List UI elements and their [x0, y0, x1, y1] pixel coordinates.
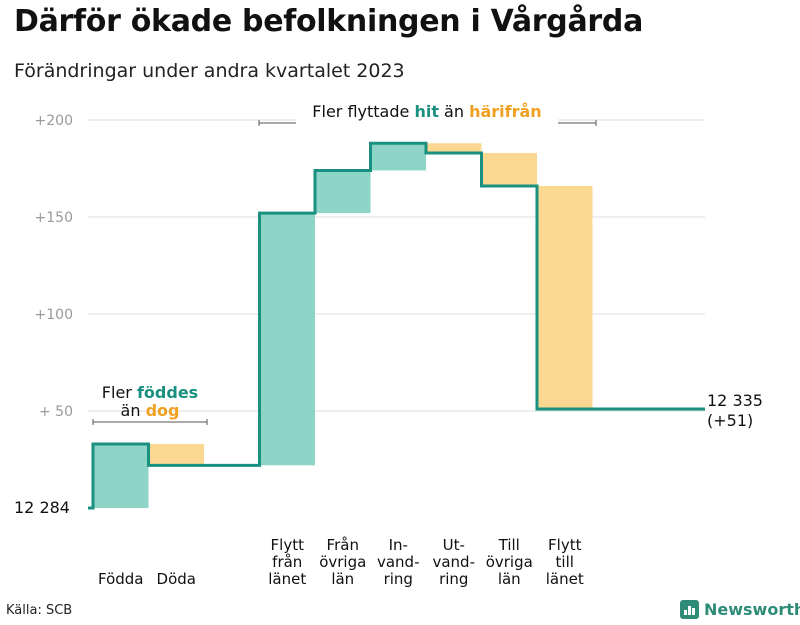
end-change-label: (+51) [707, 411, 753, 430]
start-value-label: 12 284 [14, 498, 70, 517]
category-label: Från [327, 536, 359, 554]
category-label: ring [384, 570, 413, 588]
births-annotation-prefix: Fler [102, 383, 137, 402]
category-label: länet [268, 570, 306, 588]
category-label: Flytt [271, 536, 305, 554]
category-label: In- [389, 536, 408, 554]
births-annotation-line2-highlight: dog [146, 401, 180, 420]
category-label: övriga [319, 553, 366, 571]
category-label: från [272, 553, 302, 571]
bar-1 [148, 443, 204, 466]
migration-annotation-harifran: härifrån [469, 102, 542, 121]
bar-2 [259, 213, 315, 466]
bar-4 [370, 143, 426, 171]
migration-annotation-prefix: Fler flyttade [312, 102, 414, 121]
y-tick-label: +150 [35, 210, 73, 226]
migration-annotation-hit: hit [414, 102, 439, 121]
y-axis-ticks: + 50 +100 +150 +200 [35, 113, 73, 420]
category-label: ring [439, 570, 468, 588]
bar-5 [426, 143, 482, 153]
category-label: Till [498, 536, 520, 554]
births-annotation-line1: Fler föddes [102, 383, 198, 402]
category-label: län [498, 570, 521, 588]
gridlines [88, 119, 705, 412]
y-tick-label: + 50 [39, 404, 73, 420]
brand-logo: Newsworthy [680, 600, 800, 619]
category-label: län [331, 570, 354, 588]
category-label: länet [546, 570, 584, 588]
category-label: övriga [486, 553, 533, 571]
bar-3 [315, 170, 371, 214]
cumulative-step-line [88, 141, 705, 510]
bar-chart-icon [680, 600, 699, 619]
births-annotation-line2-prefix: än [121, 401, 146, 420]
category-labels: Födda DödaFlyttfrånlänetFrånövrigalänIn-v… [98, 536, 584, 588]
migration-annotation-middle: än [439, 102, 469, 121]
bars [93, 143, 593, 508]
source-note: Källa: SCB [6, 603, 73, 618]
category-label: till [556, 553, 574, 571]
category-label: Flytt [548, 536, 582, 554]
y-tick-label: +200 [35, 113, 73, 129]
brand-name: Newsworthy [704, 600, 800, 619]
migration-annotation-bg [296, 100, 558, 122]
migration-bracket [258, 120, 597, 126]
bar-6 [481, 152, 537, 186]
bar-7 [537, 185, 593, 410]
births-annotation-highlight: föddes [137, 383, 198, 402]
category-label: Födda [98, 570, 144, 588]
category-label: vand- [377, 553, 420, 571]
category-label: Ut- [443, 536, 465, 554]
births-bracket [92, 419, 208, 425]
births-annotation-line2: än dog [121, 401, 180, 420]
category-label: Döda [157, 570, 196, 588]
chart-title: Därför ökade befolkningen i Vårgårda [14, 4, 644, 39]
chart-subtitle: Förändringar under andra kvartalet 2023 [14, 60, 405, 82]
category-label: vand- [432, 553, 475, 571]
y-tick-label: +100 [35, 307, 73, 323]
end-value-label: 12 335 [707, 391, 763, 410]
births-annotation: Fler föddes än dog [92, 383, 208, 425]
migration-annotation: Fler flyttade hit än härifrån [258, 100, 597, 126]
migration-annotation-text: Fler flyttade hit än härifrån [312, 102, 541, 121]
bar-0 [93, 443, 149, 508]
